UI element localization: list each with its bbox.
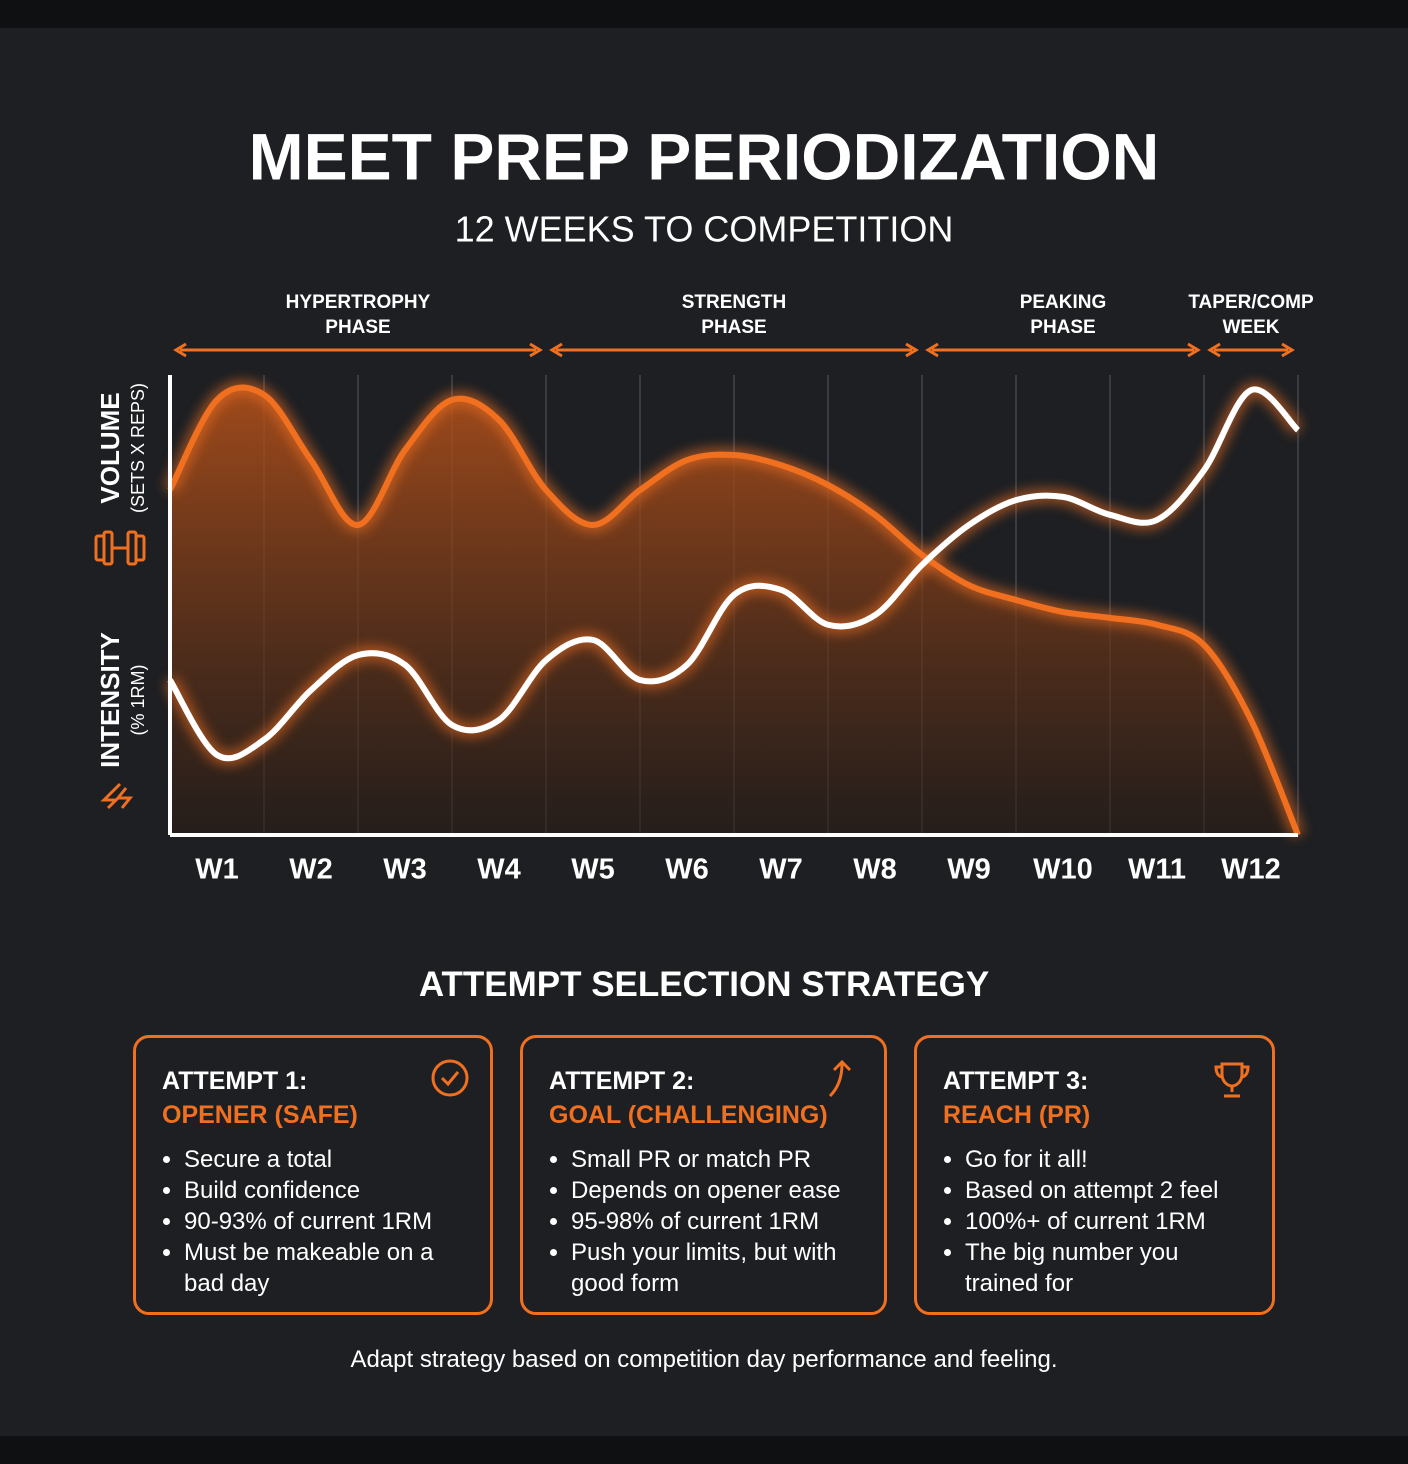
phase-label: WEEK (1223, 317, 1280, 338)
bullet: Based on attempt 2 feel (965, 1175, 1246, 1206)
x-tick-label: W8 (853, 854, 897, 886)
card-heading: ATTEMPT 2: (549, 1067, 695, 1095)
bullet: Small PR or match PR (571, 1144, 858, 1175)
x-tick-label: W10 (1033, 854, 1093, 886)
attempt-card: ATTEMPT 2: GOAL (CHALLENGING) Small PR or … (520, 1035, 887, 1315)
x-tick-label: W9 (947, 854, 991, 886)
series-name: VOLUME (95, 392, 125, 503)
card-heading: ATTEMPT 1: (162, 1067, 308, 1095)
x-tick-label: W6 (665, 854, 709, 886)
note: Adapt strategy based on competition day … (350, 1346, 1058, 1373)
line (167, 384, 1301, 837)
phase-label: PHASE (1030, 317, 1095, 338)
bullet: Go for it all! (965, 1144, 1246, 1175)
bullet: Push your limits, but with good form (571, 1237, 858, 1299)
arrow-head (1207, 342, 1295, 358)
icon (431, 1059, 469, 1097)
bullet: Secure a total (184, 1144, 464, 1175)
card-subheading: GOAL (CHALLENGING) (549, 1101, 828, 1129)
series-unit: (% 1RM) (128, 665, 148, 736)
bullet: Build confidence (184, 1175, 464, 1206)
arrow-head (549, 342, 919, 358)
phase-label: PHASE (325, 317, 390, 338)
x-tick-label: W11 (1128, 854, 1186, 886)
series-unit: (SETS X REPS) (128, 383, 148, 513)
card-icon (1212, 1058, 1252, 1103)
top-band (0, 0, 1408, 28)
x-tick-label: W7 (759, 854, 803, 886)
bolt-icon (100, 782, 134, 810)
phase-label: HYPERTROPHY (286, 292, 431, 313)
bullet: Depends on opener ease (571, 1175, 858, 1206)
card-subheading: REACH (PR) (943, 1101, 1091, 1129)
chart: MEET PREP PERIODIZATION 12 WEEKS TO COMP… (94, 119, 1314, 886)
attempt-card: ATTEMPT 1: OPENER (SAFE) Secure a totalBui… (133, 1035, 493, 1315)
x-tick-label: W4 (477, 854, 521, 886)
bullet: Must be makeable on a bad day (184, 1237, 464, 1299)
card-subheading: OPENER (SAFE) (162, 1101, 358, 1129)
phase-label: TAPER/COMP (1188, 292, 1314, 313)
bullet-list: Go for it all!Based on attempt 2 feel100… (943, 1144, 1246, 1299)
x-tick-label: W3 (383, 854, 427, 886)
dumbbell-icon (94, 530, 146, 566)
bullet: 90-93% of current 1RM (184, 1206, 464, 1237)
phase-label: STRENGTH (682, 292, 787, 313)
bullet: 95-98% of current 1RM (571, 1206, 858, 1237)
phase-label: PEAKING (1020, 292, 1107, 313)
icon (1214, 1062, 1250, 1098)
series-name: INTENSITY (95, 632, 125, 768)
attempt-card: ATTEMPT 3: REACH (PR) Go for it all!Based … (914, 1035, 1275, 1315)
x-tick-label: W12 (1221, 854, 1281, 886)
card-icon (430, 1058, 470, 1103)
bullet: 100%+ of current 1RM (965, 1206, 1246, 1237)
bullet-list: Small PR or match PRDepends on opener ea… (549, 1144, 858, 1299)
subtitle: 12 WEEKS TO COMPETITION (455, 209, 954, 250)
card-icon (824, 1058, 864, 1103)
line (167, 386, 1301, 762)
x-tick-label: W2 (289, 854, 333, 886)
arrow-head (925, 342, 1201, 358)
phase-label: PHASE (701, 317, 766, 338)
icon (828, 1059, 852, 1098)
bottom-band (0, 1436, 1408, 1464)
section-title: ATTEMPT SELECTION STRATEGY (418, 965, 990, 1004)
bullet-list: Secure a totalBuild confidence90-93% of … (162, 1144, 464, 1299)
arrow-head (173, 342, 543, 358)
bullet: The big number you trained for (965, 1237, 1246, 1299)
title: MEET PREP PERIODIZATION (249, 119, 1160, 193)
x-tick-label: W1 (195, 854, 239, 886)
x-tick-label: W5 (571, 854, 615, 886)
card-heading: ATTEMPT 3: (943, 1067, 1089, 1095)
